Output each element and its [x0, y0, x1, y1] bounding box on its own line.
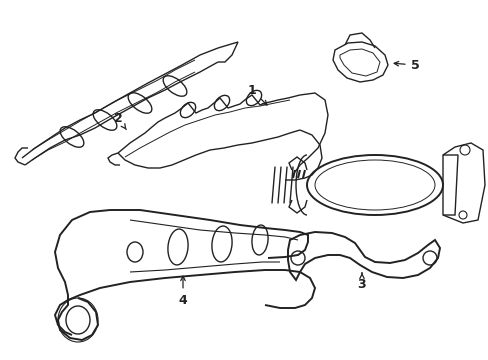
- Text: 5: 5: [393, 59, 419, 72]
- Text: 3: 3: [357, 273, 366, 292]
- Text: 1: 1: [247, 84, 266, 105]
- Text: 4: 4: [178, 276, 187, 306]
- Text: 2: 2: [113, 112, 126, 130]
